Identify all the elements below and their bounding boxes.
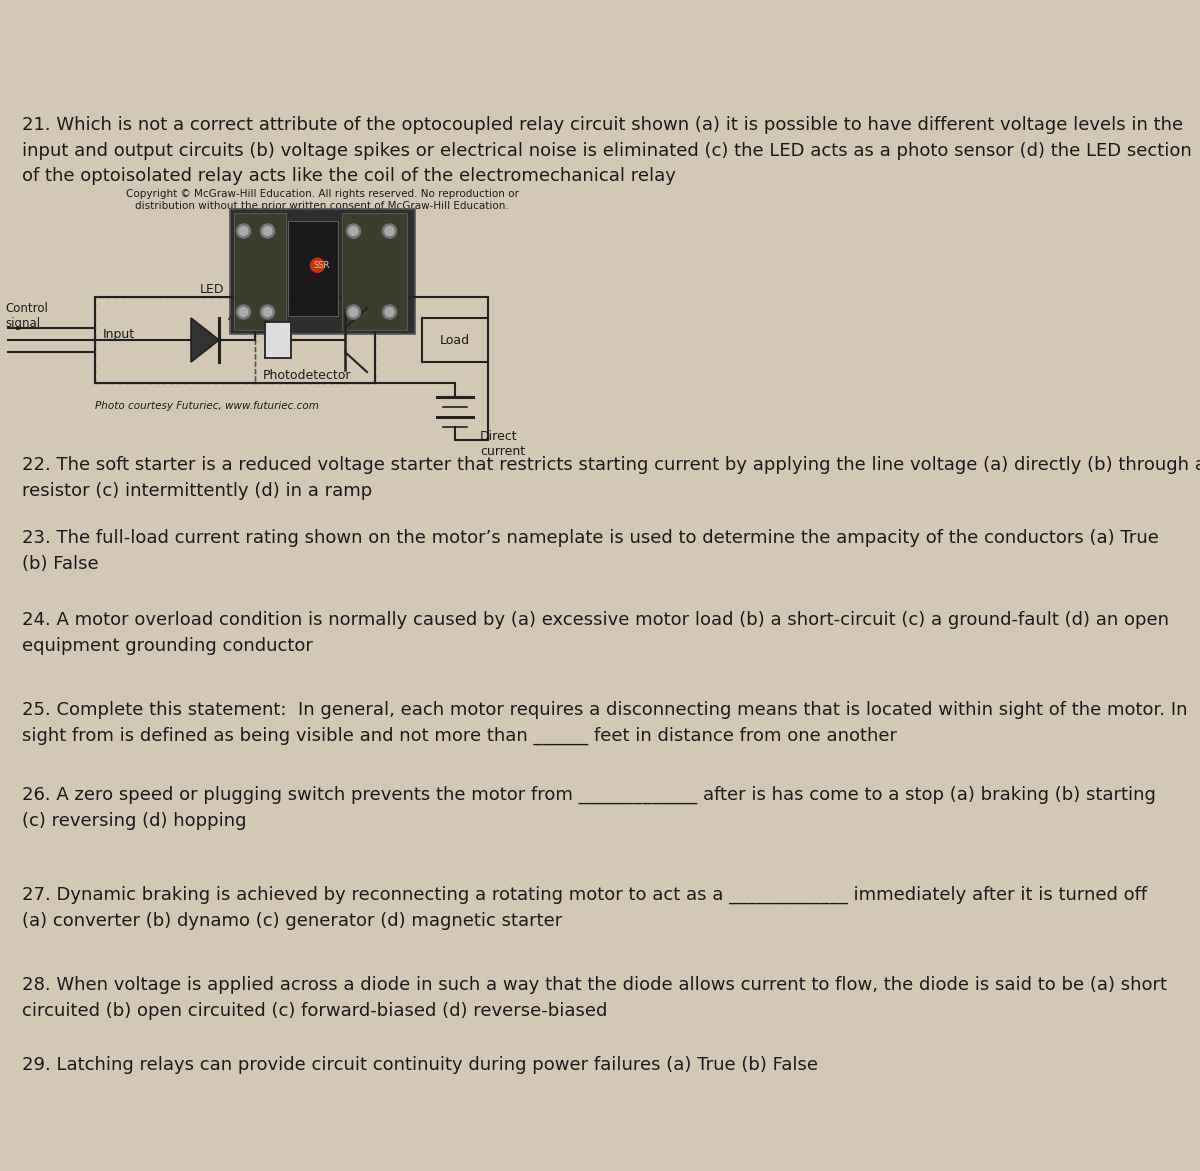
Circle shape <box>239 226 248 235</box>
Bar <box>265 322 292 358</box>
Polygon shape <box>191 319 220 362</box>
Circle shape <box>311 259 324 272</box>
Circle shape <box>263 226 272 235</box>
Text: 21. Which is not a correct attribute of the optocoupled relay circuit shown (a) : 21. Which is not a correct attribute of … <box>22 116 1192 185</box>
Circle shape <box>349 226 358 235</box>
Circle shape <box>383 304 396 319</box>
Text: 28. When voltage is applied across a diode in such a way that the diode allows c: 28. When voltage is applied across a dio… <box>22 975 1166 1020</box>
Text: LED: LED <box>200 283 224 296</box>
Circle shape <box>260 224 275 238</box>
Bar <box>95 297 256 383</box>
Bar <box>342 213 407 330</box>
Text: Copyright © McGraw-Hill Education. All rights reserved. No reproduction or
distr: Copyright © McGraw-Hill Education. All r… <box>126 189 518 212</box>
Circle shape <box>347 224 360 238</box>
Circle shape <box>260 304 275 319</box>
Circle shape <box>236 224 251 238</box>
Circle shape <box>236 304 251 319</box>
Bar <box>288 221 337 316</box>
Text: 22. The soft starter is a reduced voltage starter that restricts starting curren: 22. The soft starter is a reduced voltag… <box>22 456 1200 500</box>
Circle shape <box>385 308 394 316</box>
Circle shape <box>263 308 272 316</box>
Text: 23. The full-load current rating shown on the motor’s nameplate is used to deter: 23. The full-load current rating shown o… <box>22 529 1159 573</box>
Text: 24. A motor overload condition is normally caused by (a) excessive motor load (b: 24. A motor overload condition is normal… <box>22 611 1169 655</box>
Circle shape <box>385 226 394 235</box>
Circle shape <box>349 308 358 316</box>
Text: 26. A zero speed or plugging switch prevents the motor from _____________ after : 26. A zero speed or plugging switch prev… <box>22 786 1156 830</box>
Circle shape <box>347 304 360 319</box>
Text: Photo courtesy Futuriec, www.futuriec.com: Photo courtesy Futuriec, www.futuriec.co… <box>95 400 319 411</box>
Text: Load: Load <box>440 334 470 347</box>
Bar <box>422 319 488 362</box>
Text: 27. Dynamic braking is achieved by reconnecting a rotating motor to act as a ___: 27. Dynamic braking is achieved by recon… <box>22 886 1147 930</box>
Bar <box>234 213 286 330</box>
Bar <box>229 208 414 334</box>
Circle shape <box>239 308 248 316</box>
Text: Input: Input <box>103 329 136 342</box>
Bar <box>254 297 374 383</box>
Text: Power
transistor: Power transistor <box>350 297 409 326</box>
Text: Direct
current: Direct current <box>480 430 526 458</box>
Text: 29. Latching relays can provide circuit continuity during power failures (a) Tru: 29. Latching relays can provide circuit … <box>22 1056 818 1074</box>
Text: SSR: SSR <box>314 261 330 269</box>
Text: 25. Complete this statement:  In general, each motor requires a disconnecting me: 25. Complete this statement: In general,… <box>22 701 1188 745</box>
Circle shape <box>383 224 396 238</box>
Text: Control
signal: Control signal <box>5 302 48 330</box>
Text: Photodetector: Photodetector <box>263 369 352 382</box>
